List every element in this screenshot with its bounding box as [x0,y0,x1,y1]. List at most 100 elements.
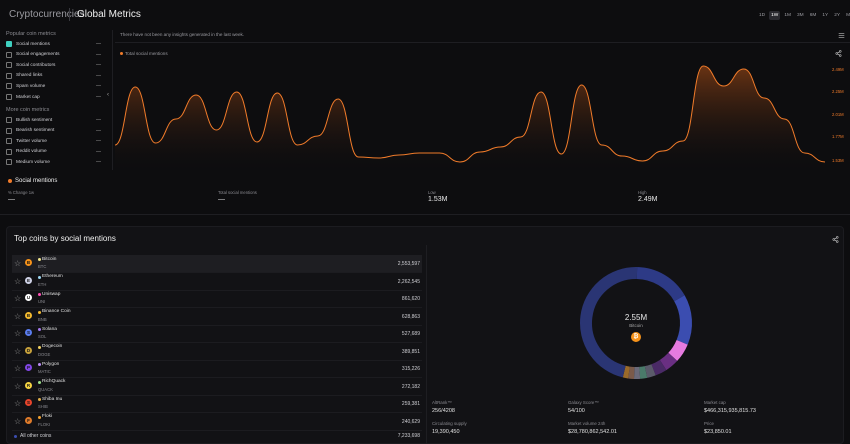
metric-checkbox[interactable] [6,159,12,166]
metric-row-bullish-sentiment[interactable]: Bullish sentiment — [6,115,101,125]
coin-row-solana[interactable]: ☆ S Solana SOL 527,689 [12,325,422,343]
star-icon[interactable]: ☆ [14,416,22,426]
metric-checkbox[interactable] [6,138,12,145]
coin-row-floki[interactable]: ☆ F Floki FLOKI 240,629 [12,413,422,431]
star-icon[interactable]: ☆ [14,364,22,373]
coin-logo-icon: U [25,294,32,301]
star-icon[interactable]: ☆ [14,399,22,408]
metric-row-reddit-volume[interactable]: Reddit volume — [6,147,101,157]
volume-value: $28,780,862,542.01 [568,429,617,435]
coin-name: Uniswap [42,291,61,297]
coins-donut-chart[interactable] [578,265,694,381]
range-button-1w[interactable]: 1W [769,11,781,20]
metric-value: — [96,94,101,100]
top-coins-card [6,226,844,444]
star-icon[interactable]: ☆ [14,346,22,356]
metric-row-social-mentions[interactable]: Social mentions — [6,39,101,49]
coin-color-dot [38,258,41,261]
share-icon[interactable] [835,50,842,57]
metric-checkbox[interactable] [6,94,12,100]
range-button-6m[interactable]: 6M [809,13,817,18]
collapse-panel-chevron-icon[interactable]: ‹ [107,92,109,98]
donut-segment[interactable] [644,364,656,378]
coin-color-dot [38,398,41,401]
metric-label: Social contributors [16,62,56,68]
metric-checkbox[interactable] [6,72,12,79]
donut-segment[interactable] [659,352,678,371]
coin-row-binance-coin[interactable]: ☆ B Binance Coin BNB 628,863 [12,308,422,326]
coin-color-dot [38,293,41,296]
coin-row-richquack[interactable]: ☆ R RichQuack QUACK 272,182 [12,378,422,396]
donut-segment[interactable] [636,267,685,302]
metric-row-social-engagements[interactable]: Social engagements — [6,50,101,60]
donut-segment[interactable] [580,267,638,378]
metric-row-medium-volume[interactable]: Medium volume — [6,157,101,167]
star-icon[interactable]: ☆ [14,276,22,286]
stats-title-label: Social mentions [15,178,58,184]
metric-checkbox[interactable] [6,83,12,90]
coin-color-dot [38,328,41,331]
coin-name: Ethereum [42,274,63,279]
metric-row-shared-links[interactable]: Shared links — [6,71,101,81]
bitcoin-icon: ₿ [631,332,641,342]
metric-label: Medium volume [16,159,50,165]
coin-row-polygon[interactable]: ☆ P Polygon MATIC 315,226 [12,360,422,378]
coin-color-dot [38,363,41,366]
coin-name: Polygon [42,361,60,367]
coin-ticker: SHIB [38,404,48,409]
coin-mentions: 315,226 [401,366,420,372]
coin-mentions: 628,863 [401,313,420,320]
star-icon[interactable]: ☆ [14,259,22,268]
metric-row-spam-volume[interactable]: Spam volume — [6,81,101,91]
star-icon[interactable]: ☆ [14,311,22,321]
metric-row-bearish-sentiment[interactable]: Bearish sentiment — [6,126,101,136]
sliders-icon[interactable] [838,32,845,39]
range-button-1m[interactable]: 1M [784,13,792,18]
coin-ticker: MATIC [38,369,51,374]
coin-row-shiba-inu[interactable]: ☆ S Shiba Inu SHIB 259,381 [12,395,422,413]
range-button-2y[interactable]: 2Y [834,13,841,18]
coin-logo-icon: B [25,259,32,266]
range-button-1d[interactable]: 1D [759,13,766,18]
chart-divider [115,42,850,43]
y-tick-label: 2.25M [832,89,844,94]
coin-row-bitcoin[interactable]: ☆ B Bitcoin BTC 2,553,597 [12,255,422,273]
metric-checkbox[interactable] [6,148,12,155]
metric-checkbox[interactable] [6,62,12,69]
breadcrumb-cryptocurrencies[interactable]: Cryptocurrencies [9,9,85,20]
metric-row-social-contributors[interactable]: Social contributors — [6,60,101,70]
coin-row-ethereum[interactable]: ☆ E Ethereum ETH 2,262,545 [12,273,422,291]
donut-segment[interactable] [639,366,648,379]
social-mentions-chart[interactable] [115,58,825,170]
coin-logo-icon: S [25,329,32,336]
coin-row-dogecoin[interactable]: ☆ D Dogecoin DOGE 389,851 [12,343,422,361]
star-icon[interactable]: ☆ [14,381,22,391]
range-button-max[interactable]: MAX [846,13,850,18]
donut-segment[interactable] [668,339,688,361]
metric-checkbox[interactable] [6,127,12,134]
metric-label: Twitter volume [16,138,47,144]
coin-ticker: BTC [38,264,47,269]
range-button-3m[interactable]: 3M [797,13,804,18]
donut-segment[interactable] [674,295,692,345]
range-button-1y[interactable]: 1Y [822,13,829,18]
all-other-coins-row[interactable]: All other coins [14,433,51,439]
metric-row-market-cap[interactable]: Market cap — [6,92,101,102]
coin-ticker: BNB [38,316,47,322]
metric-label: Bullish sentiment [16,117,53,123]
metric-row-twitter-volume[interactable]: Twitter volume — [6,136,101,146]
donut-segment[interactable] [622,365,630,379]
donut-segment[interactable] [651,359,667,376]
metric-checkbox[interactable] [6,117,12,123]
coin-row-uniswap[interactable]: ☆ U Uniswap UNI 861,620 [12,290,422,308]
share-icon[interactable] [832,236,839,243]
y-tick-label: 2.49M [832,67,844,72]
metric-checkbox[interactable] [6,41,12,47]
mcap-label: Market cap [704,400,726,405]
metric-value: — [96,83,101,90]
star-icon[interactable]: ☆ [14,329,22,338]
star-icon[interactable]: ☆ [14,294,22,303]
metric-checkbox[interactable] [6,51,12,58]
coin-color-dot [38,310,41,314]
metric-value: — [96,62,101,69]
